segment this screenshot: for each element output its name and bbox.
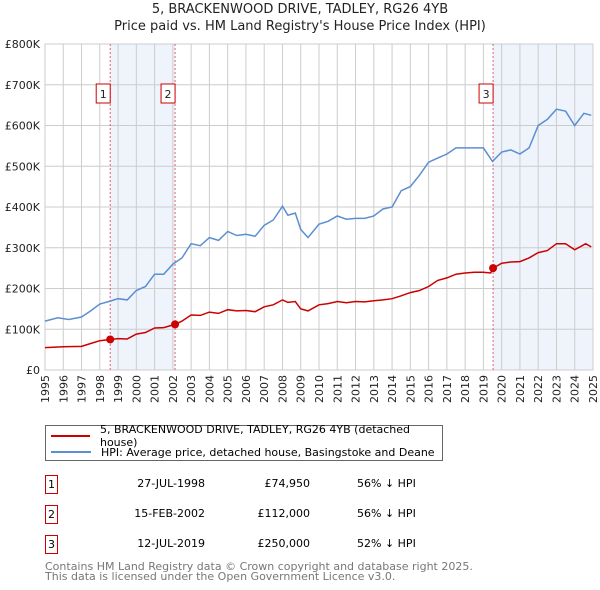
sale-label-box bbox=[478, 83, 494, 104]
x-tick-label: 2025 bbox=[587, 375, 600, 403]
sale-price: £112,000 bbox=[257, 507, 311, 520]
x-tick-label: 2004 bbox=[203, 375, 216, 403]
footer-copyright: Contains HM Land Registry data © Crown c… bbox=[45, 560, 473, 573]
x-tick-label: 1999 bbox=[112, 375, 125, 403]
sale-label: 3 bbox=[483, 88, 490, 101]
legend-swatch-red bbox=[51, 435, 90, 437]
x-tick-label: 2020 bbox=[496, 375, 509, 403]
sale-date: 15-FEB-2002 bbox=[134, 507, 205, 520]
x-tick-label: 2007 bbox=[258, 375, 271, 403]
chart-subtitle: Price paid vs. HM Land Registry's House … bbox=[114, 19, 486, 34]
x-tick-label: 1996 bbox=[57, 375, 70, 403]
y-tick-label: £700K bbox=[5, 79, 41, 92]
chart-title: 5, BRACKENWOOD DRIVE, TADLEY, RG26 4YB bbox=[151, 2, 449, 17]
x-tick-label: 2019 bbox=[477, 375, 490, 403]
x-tick-label: 2017 bbox=[441, 375, 454, 403]
sale-hpi-diff: 52% ↓ HPI bbox=[357, 537, 416, 550]
legend-item-hpi: HPI: Average price, detached house, Basi… bbox=[51, 444, 435, 460]
x-tick-label: 2011 bbox=[331, 375, 344, 403]
sale-price: £74,950 bbox=[264, 477, 311, 490]
sale-price: £250,000 bbox=[257, 537, 311, 550]
y-tick-label: £800K bbox=[5, 38, 41, 51]
x-tick-label: 2003 bbox=[185, 375, 198, 403]
sale-label: 1 bbox=[100, 88, 107, 101]
sale-hpi-diff: 56% ↓ HPI bbox=[357, 477, 416, 490]
sale-label-box bbox=[160, 83, 176, 104]
y-tick-label: £200K bbox=[5, 283, 41, 296]
legend: 5, BRACKENWOOD DRIVE, TADLEY, RG26 4YB (… bbox=[45, 423, 443, 461]
sale-label-box bbox=[95, 83, 111, 104]
legend-swatch-blue bbox=[51, 451, 91, 453]
plot-frame bbox=[44, 43, 594, 371]
x-tick-label: 2015 bbox=[404, 375, 417, 403]
y-tick-label: £600K bbox=[5, 120, 41, 133]
legend-label: 5, BRACKENWOOD DRIVE, TADLEY, RG26 4YB (… bbox=[99, 423, 411, 449]
sale-number: 1 bbox=[45, 475, 58, 494]
x-tick-label: 2006 bbox=[240, 375, 253, 403]
table-row: 2 15-FEB-2002 £112,000 56% ↓ HPI bbox=[45, 505, 465, 525]
sale-number: 2 bbox=[45, 505, 58, 524]
sale-label: 2 bbox=[165, 88, 172, 101]
x-tick-label: 2013 bbox=[368, 375, 381, 403]
footer-licence: This data is licensed under the Open Gov… bbox=[45, 570, 396, 583]
x-tick-label: 2014 bbox=[386, 375, 399, 403]
x-tick-label: 2010 bbox=[313, 375, 326, 403]
table-row: 1 27-JUL-1998 £74,950 56% ↓ HPI bbox=[45, 475, 465, 495]
x-tick-label: 2008 bbox=[276, 375, 289, 403]
x-tick-label: 2022 bbox=[532, 375, 545, 403]
sale-point bbox=[106, 335, 115, 344]
x-tick-label: 2016 bbox=[423, 375, 436, 403]
x-tick-label: 1997 bbox=[76, 375, 89, 403]
series-line-hpi bbox=[44, 108, 592, 322]
x-tick-label: 1998 bbox=[94, 375, 107, 403]
x-tick-label: 2021 bbox=[514, 375, 527, 403]
sale-hpi-diff: 56% ↓ HPI bbox=[357, 507, 416, 520]
sale-point bbox=[171, 320, 180, 329]
series-line-property bbox=[44, 242, 592, 349]
x-tick-label: 2002 bbox=[167, 375, 180, 403]
x-tick-label: 2018 bbox=[459, 375, 472, 403]
x-tick-label: 2009 bbox=[295, 375, 308, 403]
legend-item-property: 5, BRACKENWOOD DRIVE, TADLEY, RG26 4YB (… bbox=[51, 423, 442, 449]
x-tick-label: 2012 bbox=[350, 375, 363, 403]
price-chart: 1995 1996 1997 1998 1999 2000 2001 2002 2003 2004… bbox=[5, 38, 600, 403]
y-tick-label: £300K bbox=[5, 242, 41, 255]
sale-date: 27-JUL-1998 bbox=[137, 477, 205, 490]
y-tick-label: £500K bbox=[5, 160, 41, 173]
x-tick-label: 2024 bbox=[569, 375, 582, 403]
x-tick-label: 2023 bbox=[550, 375, 563, 403]
y-tick-label: £100K bbox=[5, 323, 41, 336]
sale-number: 3 bbox=[45, 535, 58, 554]
x-tick-label: 2005 bbox=[222, 375, 235, 403]
x-tick-label: 2001 bbox=[149, 375, 162, 403]
legend-label: HPI: Average price, detached house, Basi… bbox=[101, 445, 435, 459]
x-tick-label: 1995 bbox=[39, 375, 52, 403]
x-tick-label: 2000 bbox=[130, 375, 143, 403]
y-tick-label: £0 bbox=[26, 364, 40, 377]
sale-date: 12-JUL-2019 bbox=[137, 537, 205, 550]
table-row: 3 12-JUL-2019 £250,000 52% ↓ HPI bbox=[45, 535, 465, 555]
y-tick-label: £400K bbox=[5, 201, 41, 214]
sale-point bbox=[489, 264, 498, 273]
